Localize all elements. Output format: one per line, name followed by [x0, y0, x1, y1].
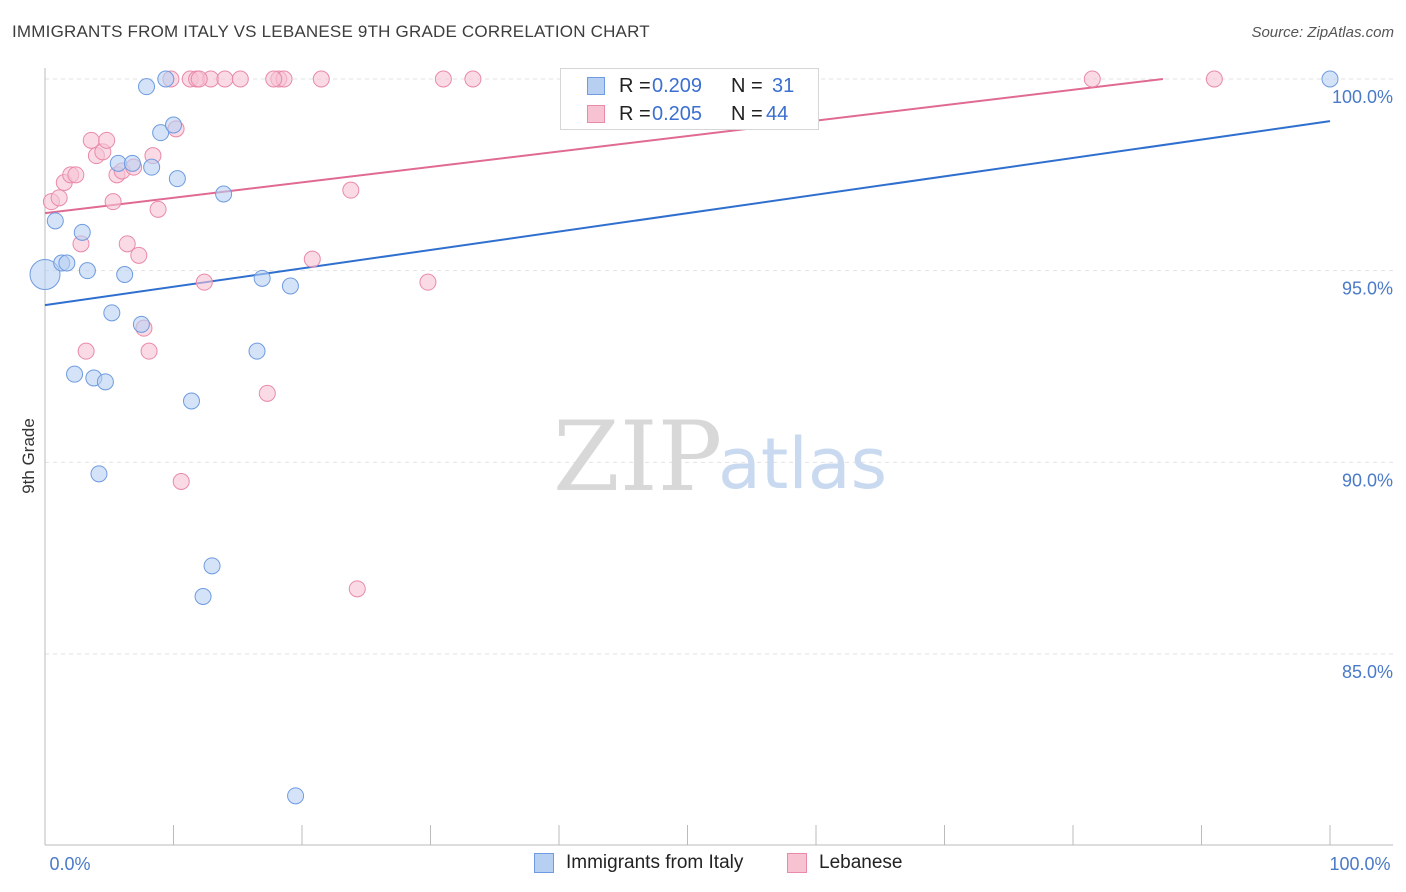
italy-point: [58, 254, 76, 272]
italy-point: [103, 304, 121, 322]
y-axis-title: 9th Grade: [19, 418, 38, 494]
italy-swatch: [587, 77, 605, 95]
lebanese-point: [464, 70, 482, 88]
italy-point: [287, 787, 305, 805]
legend-item-italy[interactable]: Immigrants from Italy: [534, 852, 764, 878]
chart-title: IMMIGRANTS FROM ITALY VS LEBANESE 9TH GR…: [12, 22, 650, 41]
data-points: [29, 70, 1339, 805]
watermark-atlas: atlas: [718, 423, 887, 505]
n-value: 44: [766, 103, 789, 125]
italy-point: [46, 212, 64, 230]
lebanese-legend-swatch: [787, 853, 807, 873]
lebanese-point: [348, 580, 366, 598]
r-value: 0.205: [652, 103, 703, 125]
italy-point: [152, 124, 170, 142]
lebanese-point: [303, 250, 321, 268]
lebanese-point: [104, 193, 122, 211]
italy-point: [123, 154, 141, 172]
italy-point: [157, 70, 175, 88]
y-tick-label: 90.0%: [1342, 470, 1393, 490]
lebanese-point: [195, 273, 213, 291]
stats-legend-row-lebanese: R = 0.205 N = 44: [561, 100, 818, 128]
lebanese-swatch: [587, 105, 605, 123]
lebanese-point: [258, 384, 276, 402]
italy-point: [248, 342, 266, 360]
y-tick-labels: 85.0% 90.0% 95.0% 100.0%: [1332, 87, 1393, 682]
italy-point: [182, 392, 200, 410]
italy-point: [73, 223, 91, 241]
italy-point: [96, 373, 114, 391]
italy-point: [132, 315, 150, 333]
italy-point: [168, 170, 186, 188]
italy-point: [78, 262, 96, 280]
italy-point: [29, 259, 61, 290]
legend-label-italy: Immigrants from Italy: [566, 852, 744, 873]
italy-point: [1321, 70, 1339, 88]
lebanese-point: [190, 70, 208, 88]
lebanese-point: [130, 246, 148, 264]
r-value: 0.209: [652, 75, 703, 97]
italy-point: [109, 154, 127, 172]
watermark: ZIP atlas: [553, 401, 887, 513]
lebanese-point: [98, 131, 116, 149]
italy-point: [90, 465, 108, 483]
grid-lines: [45, 78, 1393, 655]
lebanese-point: [216, 70, 234, 88]
lebanese-point: [118, 235, 136, 253]
italy-point: [116, 266, 134, 283]
lebanese-point: [434, 70, 452, 88]
lebanese-point: [419, 273, 437, 291]
italy-point: [143, 158, 161, 176]
stats-legend: R = 0.209 N = 31 R = 0.205 N = 44: [560, 68, 819, 130]
italy-point: [253, 269, 271, 287]
r-label: R =: [619, 75, 651, 97]
legend-item-lebanese[interactable]: Lebanese: [787, 852, 917, 878]
lebanese-point: [50, 189, 68, 207]
y-tick-label: 100.0%: [1332, 87, 1393, 107]
italy-point: [203, 557, 221, 575]
x-tick-label-min: 0.0%: [49, 854, 90, 874]
y-tick-label: 95.0%: [1342, 279, 1393, 299]
lebanese-point: [1205, 70, 1223, 88]
lebanese-point: [140, 342, 158, 360]
lebanese-point: [77, 342, 95, 360]
x-ticks: [173, 825, 1331, 845]
lebanese-point: [231, 70, 249, 88]
italy-point: [215, 185, 233, 203]
n-label: N =: [731, 75, 763, 97]
lebanese-point: [265, 70, 283, 88]
italy-point: [165, 116, 182, 134]
italy-point: [281, 277, 299, 295]
lebanese-point: [149, 200, 167, 218]
watermark-zip: ZIP: [553, 401, 722, 513]
italy-legend-swatch: [534, 853, 554, 873]
italy-point: [194, 588, 212, 605]
source-label: Source: ZipAtlas.com: [1251, 24, 1394, 41]
stats-legend-row-italy: R = 0.209 N = 31: [561, 72, 818, 100]
italy-point: [66, 365, 84, 383]
r-label: R =: [619, 103, 651, 125]
legend-label-lebanese: Lebanese: [819, 852, 903, 873]
lebanese-point: [67, 166, 85, 184]
n-value: 31: [772, 75, 795, 97]
y-tick-label: 85.0%: [1342, 662, 1393, 682]
x-tick-label-max: 100.0%: [1329, 854, 1390, 874]
lebanese-point: [312, 70, 330, 88]
italy-trend-line: [44, 120, 1331, 307]
lebanese-point: [342, 181, 360, 199]
italy-point: [138, 78, 156, 96]
n-label: N =: [731, 103, 763, 125]
lebanese-point: [172, 473, 190, 490]
lebanese-point: [1083, 70, 1101, 88]
